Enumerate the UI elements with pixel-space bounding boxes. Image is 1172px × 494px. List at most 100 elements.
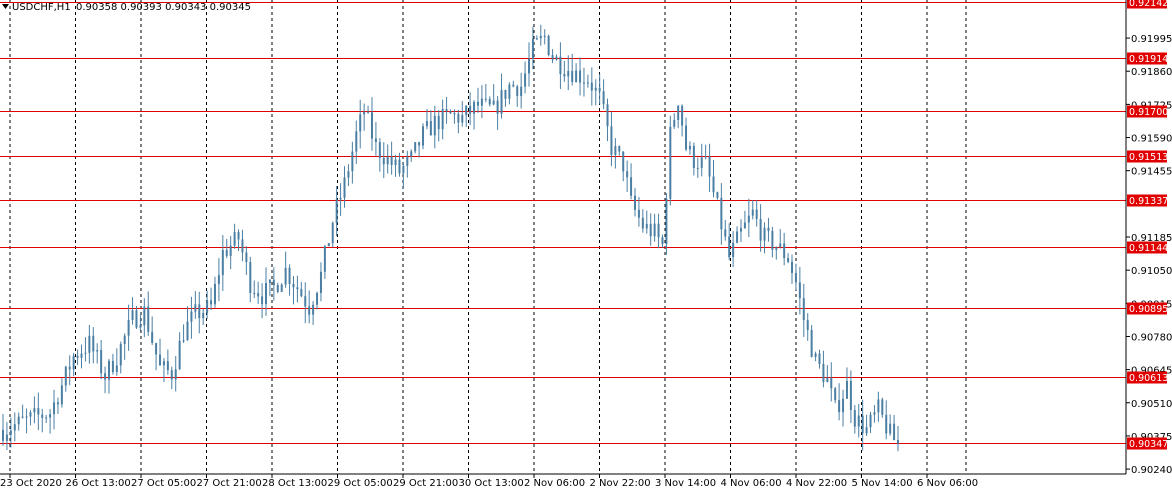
- candle[interactable]: [802, 283, 805, 337]
- candle[interactable]: [253, 280, 256, 299]
- candle[interactable]: [798, 266, 801, 315]
- candle[interactable]: [445, 96, 448, 124]
- candle[interactable]: [712, 159, 715, 198]
- candle[interactable]: [194, 291, 197, 319]
- candle[interactable]: [665, 193, 668, 255]
- candle[interactable]: [190, 296, 193, 339]
- candle[interactable]: [213, 276, 216, 308]
- candle[interactable]: [681, 104, 684, 137]
- candle[interactable]: [402, 161, 405, 189]
- candle[interactable]: [669, 115, 672, 206]
- candle[interactable]: [198, 291, 201, 334]
- candle[interactable]: [657, 213, 660, 249]
- candle[interactable]: [602, 79, 605, 110]
- candle[interactable]: [229, 236, 232, 270]
- candle[interactable]: [877, 391, 880, 422]
- candle[interactable]: [814, 351, 817, 362]
- candle[interactable]: [304, 282, 307, 324]
- candle[interactable]: [755, 199, 758, 227]
- candle[interactable]: [692, 142, 695, 176]
- candle[interactable]: [245, 246, 248, 275]
- candle[interactable]: [147, 291, 150, 336]
- candle[interactable]: [210, 287, 213, 311]
- candle[interactable]: [41, 408, 44, 433]
- dropdown-triangle-icon[interactable]: [2, 4, 9, 9]
- candle[interactable]: [520, 72, 523, 109]
- candle[interactable]: [724, 219, 727, 241]
- candle[interactable]: [386, 144, 389, 174]
- candle[interactable]: [716, 191, 719, 200]
- candle[interactable]: [233, 223, 236, 249]
- candle[interactable]: [794, 263, 797, 290]
- candle[interactable]: [437, 110, 440, 142]
- candle[interactable]: [739, 219, 742, 243]
- candle[interactable]: [555, 54, 558, 61]
- candle[interactable]: [649, 213, 652, 246]
- candle[interactable]: [500, 73, 503, 119]
- candle[interactable]: [406, 150, 409, 178]
- candle[interactable]: [410, 149, 413, 162]
- candle[interactable]: [763, 222, 766, 254]
- candle[interactable]: [312, 301, 315, 326]
- candle[interactable]: [806, 313, 809, 341]
- candle[interactable]: [810, 324, 813, 358]
- candle[interactable]: [594, 79, 597, 106]
- candle[interactable]: [143, 298, 146, 338]
- candle[interactable]: [68, 355, 71, 386]
- candle[interactable]: [775, 246, 778, 260]
- candle[interactable]: [9, 417, 12, 448]
- candle[interactable]: [178, 332, 181, 370]
- candle[interactable]: [151, 316, 154, 345]
- candle[interactable]: [29, 410, 32, 426]
- candle[interactable]: [610, 111, 613, 167]
- candle[interactable]: [563, 60, 566, 82]
- candle[interactable]: [747, 198, 750, 238]
- candle[interactable]: [268, 279, 271, 297]
- candle[interactable]: [249, 256, 252, 303]
- candle[interactable]: [476, 87, 479, 113]
- candle[interactable]: [53, 389, 56, 430]
- candle[interactable]: [139, 314, 142, 332]
- candle[interactable]: [696, 157, 699, 178]
- candle[interactable]: [92, 327, 95, 364]
- candle[interactable]: [80, 344, 83, 369]
- candle[interactable]: [292, 276, 295, 305]
- candle[interactable]: [704, 144, 707, 160]
- candle[interactable]: [111, 353, 114, 375]
- candle[interactable]: [822, 350, 825, 388]
- candle[interactable]: [327, 243, 330, 247]
- candle[interactable]: [453, 109, 456, 124]
- candle[interactable]: [633, 187, 636, 217]
- candle[interactable]: [590, 67, 593, 106]
- candle[interactable]: [869, 411, 872, 434]
- candle[interactable]: [622, 151, 625, 182]
- candle[interactable]: [49, 409, 52, 434]
- candle[interactable]: [504, 89, 507, 107]
- candle[interactable]: [861, 399, 864, 451]
- candle[interactable]: [347, 164, 350, 187]
- candle[interactable]: [641, 209, 644, 233]
- candle[interactable]: [897, 426, 899, 452]
- candle[interactable]: [25, 408, 28, 434]
- candle[interactable]: [331, 221, 334, 248]
- candle[interactable]: [300, 281, 303, 298]
- candle[interactable]: [743, 210, 746, 229]
- candle[interactable]: [131, 297, 134, 325]
- candle[interactable]: [575, 63, 578, 83]
- candle[interactable]: [323, 244, 326, 279]
- candle[interactable]: [60, 378, 63, 408]
- candle[interactable]: [288, 264, 291, 296]
- candle[interactable]: [166, 349, 169, 375]
- candle[interactable]: [425, 109, 428, 130]
- candle[interactable]: [720, 183, 723, 245]
- candle[interactable]: [849, 370, 852, 423]
- candle[interactable]: [316, 291, 319, 310]
- candle[interactable]: [889, 414, 892, 436]
- candle[interactable]: [535, 35, 538, 41]
- candle[interactable]: [37, 392, 40, 431]
- candle[interactable]: [457, 109, 460, 134]
- candle[interactable]: [119, 341, 122, 374]
- candle[interactable]: [296, 275, 299, 303]
- candle[interactable]: [465, 104, 468, 127]
